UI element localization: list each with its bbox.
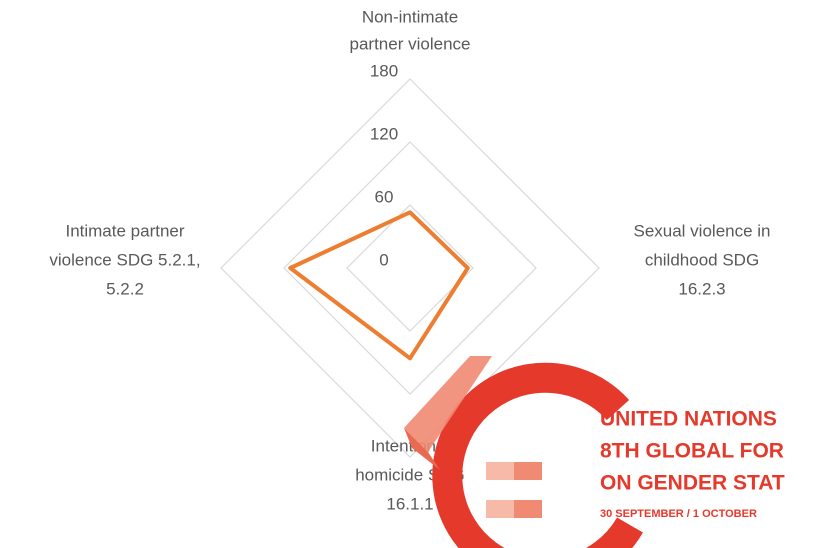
data-line xyxy=(288,210,470,361)
logo-bar xyxy=(486,500,514,518)
logo-bar xyxy=(514,462,542,480)
category-label: 16.1.1 xyxy=(386,494,433,513)
category-label: Non-intimate xyxy=(362,7,458,26)
grid-ring xyxy=(283,141,537,395)
category-label: childhood SDG xyxy=(645,250,759,269)
r-tick-label: 60 xyxy=(375,187,394,206)
category-label: Sexual violence in xyxy=(633,221,770,240)
grid-ring xyxy=(220,78,600,458)
logo-text: ON GENDER STAT xyxy=(600,472,785,495)
category-label: Intimate partner xyxy=(65,221,184,240)
category-label: 5.2.2 xyxy=(106,279,144,298)
logo-bar xyxy=(486,462,514,480)
logo-check-base xyxy=(404,428,440,470)
r-tick-label: 0 xyxy=(379,250,388,269)
logo-ring xyxy=(432,362,643,548)
category-label: violence SDG 5.2.1, xyxy=(49,250,200,269)
logo-text: UNITED NATIONS xyxy=(600,408,777,431)
category-label: partner violence xyxy=(350,34,471,53)
r-tick-label: 120 xyxy=(370,124,398,143)
forum-logo: UNITED NATIONS 8TH GLOBAL FOR ON GENDER … xyxy=(404,356,785,548)
logo-text: 30 SEPTEMBER / 1 OCTOBER xyxy=(600,508,757,520)
grid-ring xyxy=(346,204,474,332)
logo-text: 8TH GLOBAL FOR xyxy=(600,440,784,463)
r-tick-label: 180 xyxy=(370,61,398,80)
logo-check xyxy=(404,356,492,452)
category-label: 16.2.3 xyxy=(678,279,725,298)
logo-bar xyxy=(514,500,542,518)
